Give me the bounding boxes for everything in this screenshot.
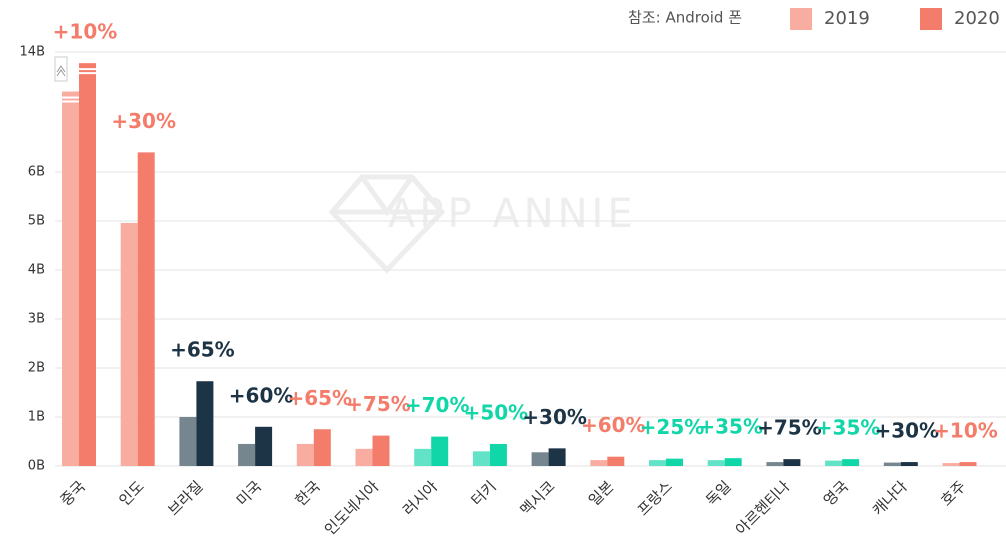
bar (825, 460, 843, 466)
bar (766, 462, 784, 466)
x-tick-label: 브라질 (164, 477, 206, 519)
growth-label: +60% (581, 413, 646, 437)
legend-label: 2020 (954, 8, 1000, 29)
bar (355, 448, 373, 466)
y-tick-label: 4B (28, 263, 45, 278)
y-tick-label: 6B (28, 165, 45, 180)
bar (137, 152, 155, 466)
bar (783, 459, 801, 466)
bar (196, 381, 214, 466)
x-tick-label: 인도네시아 (321, 477, 383, 539)
y-tick-label: 5B (28, 214, 45, 229)
growth-label: +70% (405, 393, 470, 417)
growth-label: +25% (640, 415, 705, 439)
bar (607, 456, 625, 466)
growth-label: +75% (757, 416, 822, 440)
bar (120, 222, 138, 466)
x-tick-label: 터키 (468, 477, 500, 509)
bar (472, 451, 490, 466)
x-tick-label: 멕시코 (517, 477, 559, 519)
bar (313, 429, 331, 466)
axis-break-icon (56, 65, 66, 77)
bar (62, 91, 79, 467)
y-tick-label: 0B (28, 459, 45, 474)
x-tick-label: 중국 (57, 477, 89, 509)
growth-label: +30% (874, 419, 939, 443)
bar (649, 460, 666, 466)
watermark-logo (328, 174, 446, 274)
growth-label: +30% (522, 405, 587, 429)
bar (238, 443, 256, 466)
bar (666, 458, 683, 466)
growth-label: +30% (111, 109, 176, 133)
bar (296, 443, 314, 466)
bar (724, 458, 742, 466)
growth-label: +60% (229, 383, 294, 407)
bar (590, 460, 608, 466)
x-tick-label: 한국 (292, 477, 324, 509)
legend-label: 2019 (824, 8, 870, 29)
growth-label: +50% (464, 400, 529, 424)
bar (372, 435, 390, 466)
x-tick-label: 미국 (233, 477, 265, 509)
x-tick-label: 아르헨티나 (732, 477, 794, 539)
bar (842, 459, 860, 466)
growth-label: +65% (287, 386, 352, 410)
bar (531, 452, 549, 466)
x-tick-label: 러시아 (399, 477, 441, 519)
x-tick-label: 영국 (820, 477, 852, 509)
axis-break (54, 56, 68, 82)
growth-label: +65% (170, 338, 235, 362)
legend-swatch (790, 8, 812, 30)
y-tick-label: 3B (28, 312, 45, 327)
x-tick-label: 독일 (702, 477, 734, 509)
bar (959, 462, 977, 466)
growth-label: +10% (933, 419, 998, 443)
bar (179, 417, 197, 466)
x-tick-label: 호주 (937, 477, 969, 509)
bar (255, 426, 273, 466)
bar (548, 448, 566, 466)
x-tick-label: 캐나다 (869, 477, 911, 519)
bar (79, 63, 96, 467)
y-tick-label: 2B (28, 361, 45, 376)
growth-label: +35% (698, 415, 763, 439)
bar (489, 443, 507, 466)
bar (414, 448, 432, 466)
x-tick-label: 일본 (585, 477, 617, 509)
bar (431, 436, 449, 466)
bar (883, 462, 901, 466)
growth-label: +35% (816, 416, 881, 440)
legend-swatch (920, 8, 942, 30)
x-tick-label: 프랑스 (634, 477, 676, 519)
bar (900, 462, 918, 466)
bar (707, 460, 725, 466)
legend-note: 참조: Android 폰 (628, 9, 742, 27)
growth-label: +75% (346, 392, 411, 416)
y-tick-label: 14B (20, 45, 45, 60)
y-tick-label: 1B (28, 410, 45, 425)
bar (942, 463, 960, 466)
x-tick-label: 인도 (115, 477, 147, 509)
growth-label: +10% (53, 20, 118, 44)
